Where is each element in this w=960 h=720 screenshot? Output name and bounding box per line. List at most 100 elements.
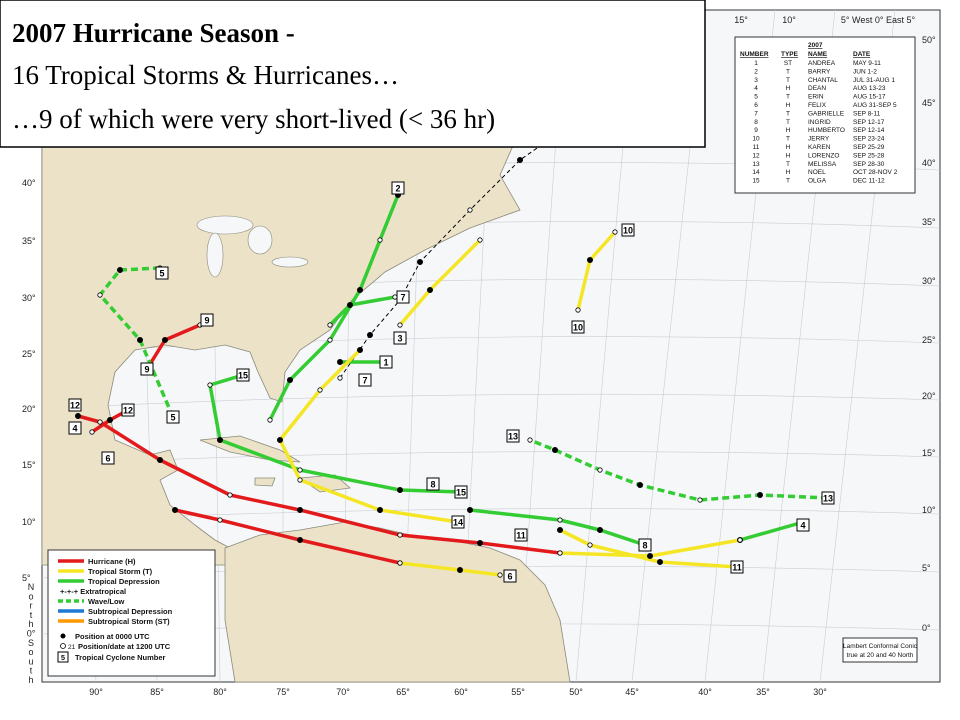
table-cell: GABRIELLE	[808, 110, 845, 117]
longitude-label: 10°	[782, 15, 796, 25]
position-dot	[161, 336, 168, 343]
latitude-label: 20°	[22, 404, 36, 414]
legend-label: Subtropical Storm (ST)	[88, 617, 170, 626]
hemisphere-label: o	[28, 591, 33, 601]
cyclone-number: 5	[170, 413, 175, 423]
position-dot	[397, 322, 403, 328]
position-dot	[336, 358, 343, 365]
hemisphere-label: h	[28, 619, 33, 629]
longitude-label: 70°	[336, 687, 350, 697]
position-dot	[337, 375, 343, 381]
table-cell: 5	[754, 94, 758, 101]
table-cell: T	[786, 110, 790, 117]
legend-label: Wave/Low	[88, 597, 125, 606]
position-dot	[647, 553, 654, 560]
longitude-label: 40°	[698, 687, 712, 697]
longitude-label: 85°	[150, 687, 164, 697]
table-header: NAME	[808, 51, 828, 58]
cyclone-number-box	[454, 485, 468, 499]
position-dot	[396, 486, 403, 493]
position-dot	[297, 467, 303, 473]
cyclone-number: 14	[453, 518, 463, 528]
latitude-label: 50°	[922, 35, 936, 45]
table-cell: DEC 11-12	[853, 178, 885, 185]
cyclone-number: 7	[400, 293, 405, 303]
position-dot	[612, 229, 618, 235]
position-dot	[276, 436, 283, 443]
cyclone-number-box	[451, 515, 465, 529]
latitude-label: 25°	[922, 335, 936, 345]
position-dot	[557, 550, 563, 556]
legend-items: Hurricane (H)Tropical Storm (T)Tropical …	[57, 557, 173, 663]
table-year: 2007	[808, 42, 823, 49]
cyclone-number-box	[821, 491, 835, 505]
position-dot	[416, 258, 423, 265]
table-cell: 13	[752, 161, 760, 168]
cyclone-number-box	[379, 355, 393, 369]
latitude-label: 30°	[922, 276, 936, 286]
longitude-label: 75°	[276, 687, 290, 697]
storm-table	[734, 36, 916, 194]
legend-label: +-+-+ Extratropical	[60, 587, 126, 596]
cyclone-number-box	[166, 410, 180, 424]
storm-track	[77, 414, 561, 555]
table-cell: SEP 25-29	[853, 144, 885, 151]
position-dot	[356, 346, 363, 353]
latitude-label: 10°	[22, 517, 36, 527]
cyclone-number: 15	[238, 371, 248, 381]
position-dot	[527, 437, 533, 443]
cyclone-number: 10	[623, 226, 633, 236]
position-dot	[575, 307, 581, 313]
position-dot	[597, 467, 603, 473]
cyclone-number: 10	[573, 323, 583, 333]
cyclone-number: 9	[204, 316, 209, 326]
table-cell: CHANTAL	[808, 77, 838, 84]
position-dot	[117, 266, 124, 273]
storm-track	[739, 521, 801, 542]
hemisphere-label: r	[30, 601, 33, 611]
position-dot	[346, 301, 353, 308]
position-dot	[89, 429, 95, 435]
cyclone-number: 4	[800, 521, 805, 531]
table-cell: SEP 12-17	[853, 119, 885, 126]
longitude-label: 65°	[396, 687, 410, 697]
table-cell: OCT 28-NOV 2	[853, 169, 898, 176]
cyclone-number-box	[426, 477, 440, 491]
coordinate-labels: 40°35°30°25°20°15°10°5°50°45°40°35°30°25…	[22, 15, 936, 697]
position-dot	[267, 417, 273, 423]
position-dot	[557, 517, 563, 523]
title: 2007 Hurricane Season -	[12, 18, 295, 48]
projection-box	[842, 637, 918, 663]
table-cell: AUG 15-17	[853, 94, 886, 101]
longitude-label: 50°	[569, 687, 583, 697]
table-header: DATE	[853, 51, 871, 58]
position-dot	[587, 542, 593, 548]
cyclone-number-box	[155, 266, 169, 280]
position-dot	[737, 537, 743, 543]
legend-label: Subtropical Depression	[88, 607, 173, 616]
table-cell: DEAN	[808, 85, 826, 92]
cyclone-number: 7	[362, 376, 367, 386]
longitude-label: 30°	[813, 687, 827, 697]
table-cell: INGRID	[808, 119, 831, 126]
position-dot	[376, 506, 383, 513]
legend-dot	[60, 643, 66, 649]
latitude-label: 35°	[22, 236, 36, 246]
position-dot	[466, 506, 473, 513]
cyclone-number-box	[393, 331, 407, 345]
hemisphere-label: t	[30, 666, 33, 676]
table-cell: LORENZO	[808, 152, 839, 159]
table-cell: T	[786, 178, 790, 185]
cyclone-number: 6	[105, 454, 110, 464]
cyclone-number: 13	[508, 432, 518, 442]
cyclone-number-box	[68, 421, 82, 435]
lake	[271, 256, 309, 268]
legend-sample: 21	[68, 644, 76, 651]
cyclone-number: 8	[430, 480, 435, 490]
cyclone-number: 5	[159, 269, 164, 279]
parallel	[41, 336, 941, 355]
table-cell: MAY 9-11	[853, 60, 881, 67]
hemisphere-label: u	[28, 656, 33, 666]
table-cell: 6	[754, 102, 758, 109]
